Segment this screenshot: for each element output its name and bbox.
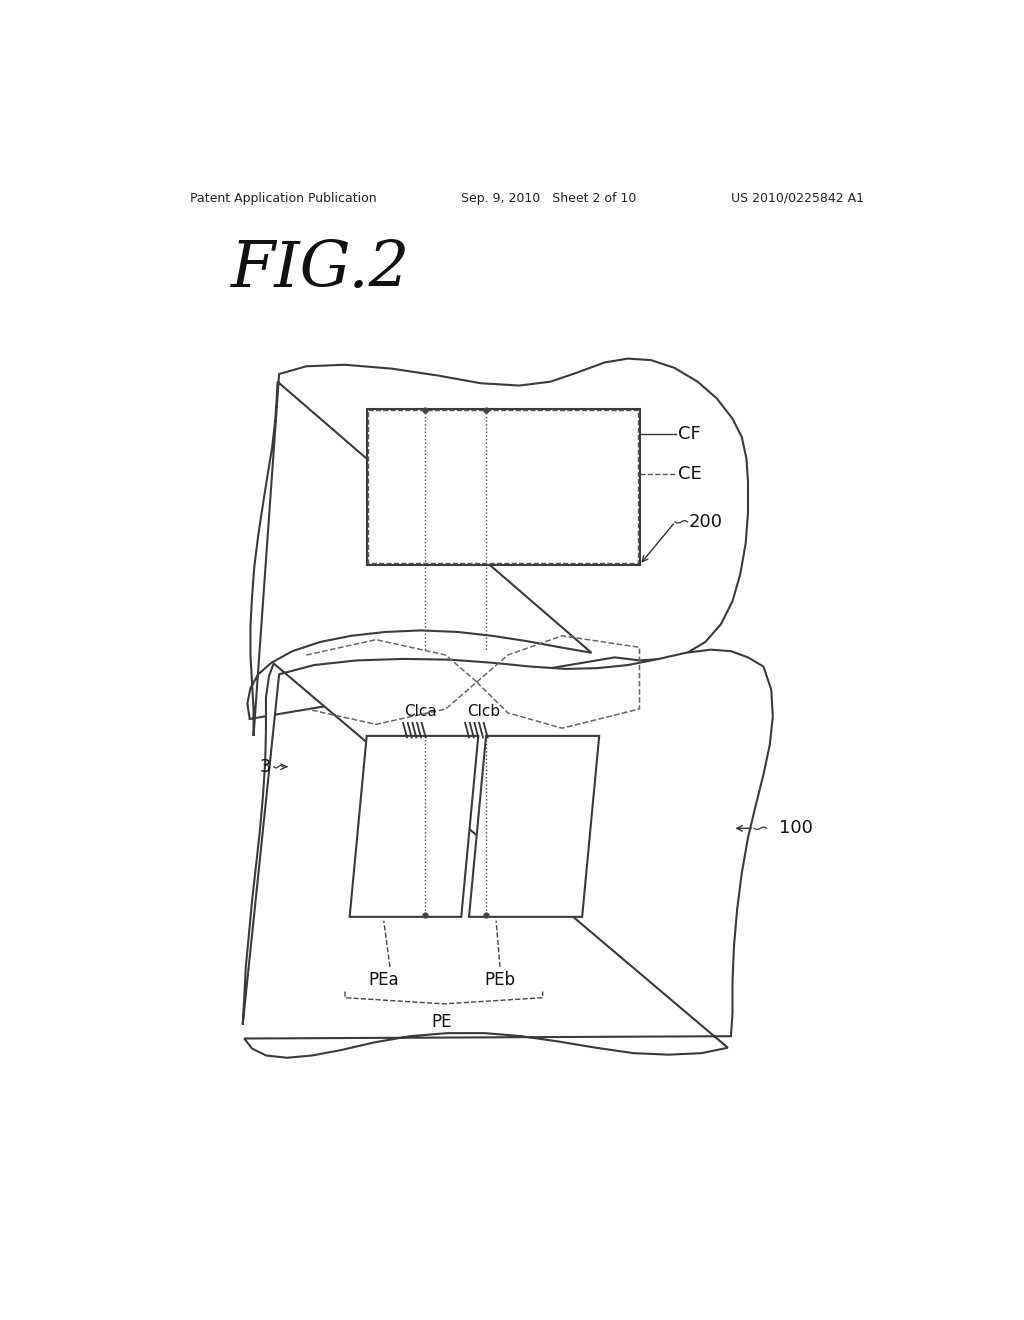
- Text: Sep. 9, 2010   Sheet 2 of 10: Sep. 9, 2010 Sheet 2 of 10: [461, 191, 637, 205]
- Text: Patent Application Publication: Patent Application Publication: [190, 191, 377, 205]
- Polygon shape: [349, 737, 478, 917]
- Text: Clcb: Clcb: [467, 704, 500, 719]
- Text: FIG.2: FIG.2: [230, 239, 410, 301]
- Text: CF: CF: [678, 425, 701, 444]
- Text: CE: CE: [678, 465, 702, 483]
- Text: 3: 3: [260, 758, 271, 776]
- Polygon shape: [248, 359, 748, 737]
- Text: PEb: PEb: [484, 970, 515, 989]
- Text: 100: 100: [779, 820, 813, 837]
- Text: PEa: PEa: [369, 970, 399, 989]
- Polygon shape: [469, 737, 599, 917]
- Text: 200: 200: [689, 513, 723, 531]
- Polygon shape: [367, 409, 640, 565]
- Text: Clca: Clca: [403, 704, 436, 719]
- Text: PE: PE: [432, 1014, 453, 1031]
- Text: US 2010/0225842 A1: US 2010/0225842 A1: [731, 191, 864, 205]
- Polygon shape: [243, 649, 773, 1057]
